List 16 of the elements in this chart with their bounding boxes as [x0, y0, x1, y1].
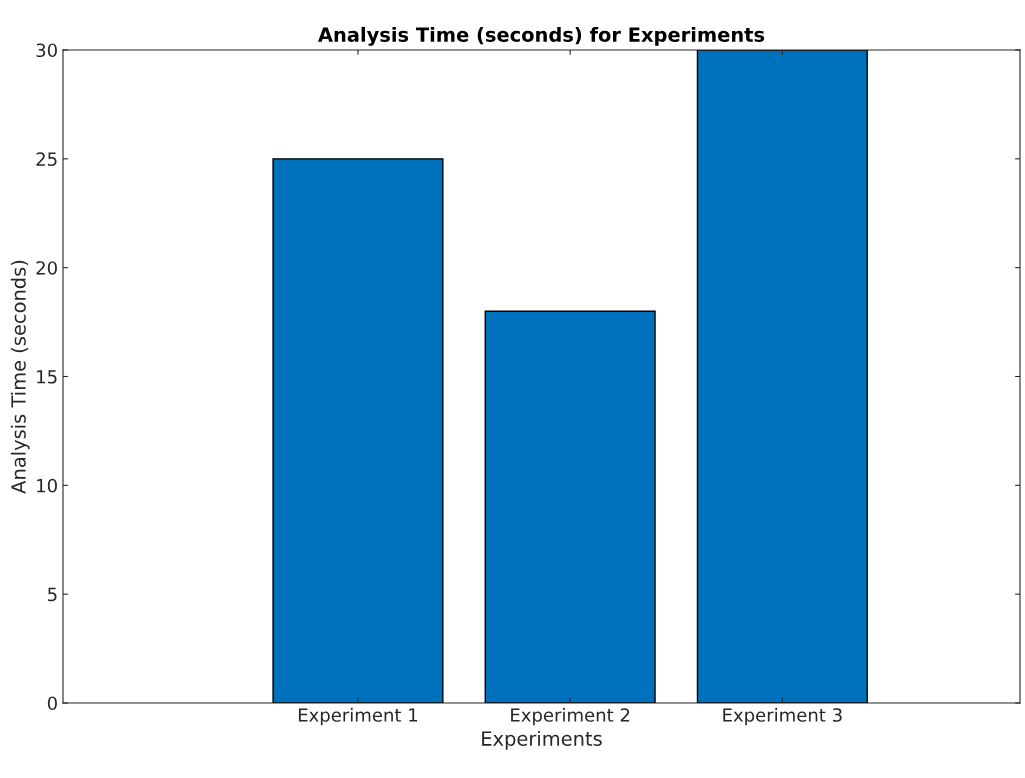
chart-title: Analysis Time (seconds) for Experiments [318, 26, 765, 46]
x-tick-label: Experiment 2 [511, 707, 630, 726]
y-tick-label: 15 [37, 370, 57, 384]
x-tick-label: Experiment 3 [723, 707, 842, 726]
y-tick-label: 20 [36, 261, 57, 275]
x-tick-label: Experiment 1 [298, 707, 418, 726]
y-tick-label: 30 [36, 43, 57, 58]
y-tick-label: 5 [48, 587, 57, 602]
y-tick-label: 0 [47, 696, 57, 711]
bar [484, 310, 656, 703]
y-axis-title: Analysis Time (seconds) [10, 260, 30, 494]
y-tick-label: 10 [37, 478, 57, 493]
x-axis-title: Experiments [482, 730, 602, 750]
bar [696, 50, 868, 703]
bar [272, 158, 444, 703]
y-tick-label: 25 [36, 152, 57, 166]
